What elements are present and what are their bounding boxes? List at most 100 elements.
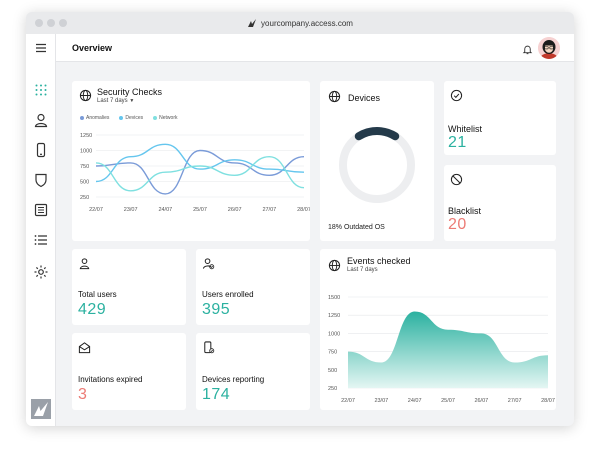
events-area: [348, 311, 548, 388]
devices-card: Devices 18% Outdated OS: [320, 81, 434, 241]
y-tick-label: 1000: [328, 331, 340, 337]
grid-icon: [35, 84, 47, 96]
x-tick-label: 22/07: [341, 398, 355, 404]
security-checks-title: Security Checks: [97, 87, 163, 97]
y-tick-label: 500: [80, 180, 89, 186]
y-tick-label: 750: [328, 350, 337, 356]
brand-logo-icon: [248, 19, 257, 27]
events-checked-card: Events checked Last 7 days 1500 1250 1000 7…: [320, 249, 556, 410]
devices-reporting-card: Devices reporting 174: [196, 333, 310, 410]
sidebar-item-lists[interactable]: [33, 232, 49, 248]
blacklist-card: Blacklist 20: [444, 165, 556, 241]
browser-titlebar: yourcompany.access.com: [26, 12, 574, 34]
security-checks-legend: Anomalies Devices Network: [80, 115, 178, 121]
outdated-os-gauge: [339, 127, 415, 203]
blacklist-label: Blacklist: [448, 206, 482, 216]
events-checked-subtitle: Last 7 days: [347, 267, 378, 273]
menu-icon[interactable]: [33, 40, 49, 56]
list-icon: [34, 235, 47, 245]
window-close-dot[interactable]: [35, 19, 43, 27]
total-users-card: Total users 429: [72, 249, 186, 325]
invitations-expired-value: 3: [78, 386, 88, 403]
x-tick-label: 28/07: [297, 207, 310, 213]
devices-reporting-value: 174: [202, 386, 231, 403]
period-dropdown-label: Last 7 days: [97, 98, 128, 104]
users-enrolled-label: Users enrolled: [202, 290, 254, 299]
company-logo: [31, 399, 51, 419]
legend-network: Network: [153, 115, 178, 121]
blacklist-value: 20: [448, 216, 467, 233]
top-header: Overview: [56, 34, 574, 62]
sidebar-item-settings[interactable]: [33, 264, 49, 280]
y-tick-label: 1250: [328, 313, 340, 319]
whitelist-value: 21: [448, 134, 467, 151]
devices-reporting-label: Devices reporting: [202, 375, 265, 384]
y-tick-label: 750: [80, 164, 89, 170]
sidebar-item-users[interactable]: [33, 112, 49, 128]
sidebar: [26, 34, 56, 426]
shield-icon: [35, 173, 47, 188]
series-line-devices: [95, 143, 305, 183]
window-maximize-dot[interactable]: [59, 19, 67, 27]
user-icon: [78, 257, 91, 270]
x-tick-label: 27/07: [262, 207, 276, 213]
series-line-network: [95, 155, 305, 192]
sidebar-item-security[interactable]: [33, 172, 49, 188]
y-tick-label: 1000: [80, 149, 92, 155]
url-text: yourcompany.access.com: [261, 18, 353, 28]
total-users-value: 429: [78, 301, 107, 318]
sidebar-item-devices[interactable]: [33, 142, 49, 158]
sidebar-item-reports[interactable]: [33, 202, 49, 218]
security-checks-card: Security Checks Last 7 days ▼ Anomalies …: [72, 81, 310, 241]
x-tick-label: 24/07: [408, 398, 422, 404]
y-tick-label: 1250: [80, 133, 92, 139]
y-tick-label: 500: [328, 368, 337, 374]
x-tick-label: 25/07: [193, 207, 207, 213]
whitelist-label: Whitelist: [448, 124, 483, 134]
avatar[interactable]: [538, 37, 560, 59]
x-tick-label: 27/07: [508, 398, 522, 404]
x-tick-label: 23/07: [374, 398, 388, 404]
block-icon: [450, 173, 463, 186]
globe-icon: [79, 89, 92, 102]
list-box-icon: [34, 203, 48, 217]
series-line-anomalies: [95, 149, 305, 195]
devices-caption: 18% Outdated OS: [328, 224, 385, 231]
y-tick-label: 1500: [328, 295, 340, 301]
events-checked-title: Events checked: [347, 256, 411, 266]
check-circle-icon: [450, 89, 463, 102]
users-enrolled-card: Users enrolled 395: [196, 249, 310, 325]
globe-icon: [328, 90, 341, 103]
page-title: Overview: [72, 43, 113, 53]
window-minimize-dot[interactable]: [47, 19, 55, 27]
sidebar-item-dashboard[interactable]: [33, 82, 49, 98]
x-tick-label: 26/07: [474, 398, 488, 404]
y-tick-label: 250: [80, 195, 89, 201]
x-tick-label: 28/07: [541, 398, 555, 404]
phone-check-icon: [202, 341, 215, 354]
total-users-label: Total users: [78, 290, 117, 299]
gear-icon: [34, 265, 48, 279]
period-dropdown[interactable]: Last 7 days ▼: [97, 98, 134, 104]
x-tick-label: 22/07: [89, 207, 103, 213]
user-icon: [34, 113, 48, 128]
bell-icon[interactable]: [522, 42, 533, 55]
globe-icon: [328, 259, 341, 272]
x-tick-label: 25/07: [441, 398, 455, 404]
invitations-expired-label: Invitations expired: [78, 375, 143, 384]
address-bar[interactable]: yourcompany.access.com: [26, 16, 574, 30]
whitelist-card: Whitelist 21: [444, 81, 556, 155]
chevron-down-icon: ▼: [129, 98, 135, 104]
events-checked-chart: 1500 1250 1000 750 500 250 22/07 23/07 24/07 25/0…: [328, 295, 555, 404]
envelope-icon: [78, 341, 91, 354]
invitations-expired-card: Invitations expired 3: [72, 333, 186, 410]
x-tick-label: 24/07: [158, 207, 172, 213]
x-tick-label: 23/07: [124, 207, 138, 213]
legend-anomalies: Anomalies: [80, 115, 109, 121]
x-tick-label: 26/07: [228, 207, 242, 213]
browser-window: yourcompany.access.com: [26, 12, 574, 426]
users-enrolled-value: 395: [202, 301, 231, 318]
gauge-track: [339, 127, 415, 203]
devices-title: Devices: [348, 93, 381, 103]
